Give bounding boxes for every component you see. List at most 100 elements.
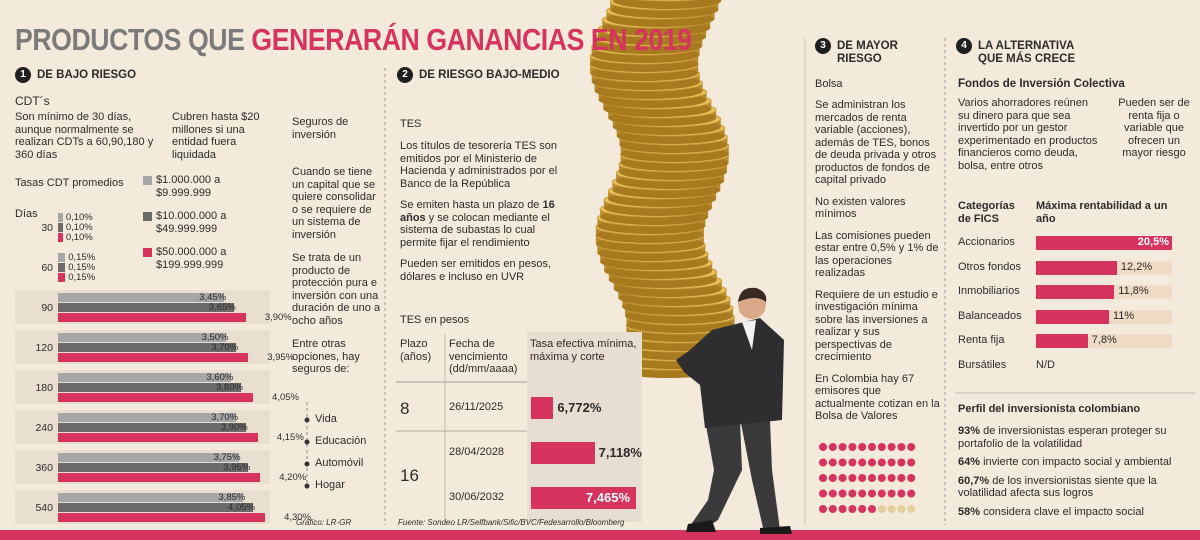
profile-title: Perfil del inversionista colombiano (958, 403, 1141, 415)
table-header: Plazo (años) (400, 338, 432, 363)
product-name: TES (400, 118, 422, 130)
text: invierte con impacto social y ambiental (983, 456, 1172, 468)
value-label: 3,50% (201, 332, 229, 343)
section-number: 4 (956, 38, 972, 54)
category-label: Renta fija (958, 334, 1005, 346)
dot (897, 443, 906, 451)
profile-item: 64% invierte con impacto social y ambien… (958, 456, 1194, 469)
section-number: 3 (815, 38, 831, 54)
bar (58, 333, 227, 342)
bottom-band (0, 530, 1200, 540)
bar (531, 397, 554, 419)
bar (58, 393, 253, 402)
man-hair (738, 287, 767, 302)
title-space (244, 22, 251, 57)
text: y se colocan mediante el sistema de suba… (400, 211, 550, 249)
dot (858, 505, 867, 513)
man-shoes (686, 520, 792, 534)
list-item: Automóvil (315, 457, 364, 469)
bar (1036, 236, 1172, 250)
value-label: 7,8% (1091, 334, 1117, 346)
bar (58, 353, 249, 362)
profile-item: 93% de inversionistas esperan proteger s… (958, 425, 1194, 450)
figure: 58% (958, 505, 981, 518)
category-label: 540 (35, 502, 53, 514)
paragraph: Se emiten hasta un plazo de 16 años y se… (400, 199, 560, 249)
mid-risk-text: Los títulos de tesorería TES son emitido… (400, 140, 560, 292)
bar (58, 253, 66, 262)
bar (58, 223, 63, 232)
figure: 93% (958, 425, 981, 437)
dot (828, 443, 837, 451)
dot (858, 474, 867, 482)
dot (858, 458, 867, 467)
paragraph: Se trata de un producto de protección pu… (292, 252, 381, 327)
dot (858, 489, 867, 498)
value-label: 3,85% (218, 492, 246, 503)
dot (838, 505, 847, 513)
value-label: 7,465% (585, 490, 630, 505)
text: Se emiten hasta un plazo de (400, 199, 543, 211)
value-label: 0,15% (68, 252, 96, 263)
insurance-title: Seguros de inversión (292, 116, 349, 141)
category-label: Inmobiliarios (958, 285, 1020, 297)
section-heading: DE MAYOR RIESGO (837, 40, 898, 65)
paragraph: Los títulos de tesorería TES son emitido… (400, 140, 560, 190)
dot (877, 458, 886, 467)
date: 28/04/2028 (449, 446, 505, 458)
category-label: 360 (35, 462, 53, 474)
legend-label: $50.000.000 a $199.999.999 (156, 246, 227, 271)
paragraph: Pueden ser de renta fija o variable que … (1118, 97, 1190, 159)
high-risk-text: Se administran los mercados de renta var… (815, 99, 940, 432)
category-label: 120 (35, 342, 53, 354)
text: de inversionistas esperan proteger su po… (958, 425, 1167, 450)
figure: 64% (958, 456, 981, 468)
dot (897, 474, 906, 482)
profile-item: 58% considera clave el impacto social (958, 506, 1194, 519)
bar (58, 503, 253, 512)
bar (58, 373, 232, 382)
coin-face (635, 0, 699, 2)
dot (848, 505, 857, 513)
value-label: 0,10% (65, 212, 93, 223)
table-title: TES en pesos (400, 314, 470, 326)
text: Pueden ser emitidos en pesos, dólares e … (400, 258, 552, 283)
dot (907, 458, 916, 467)
term: 16 (400, 466, 419, 485)
category-label: Accionarios (958, 236, 1015, 248)
value-label: 3,95% (267, 352, 295, 363)
text: Los títulos de tesorería TES son emitido… (400, 140, 558, 190)
dot (868, 489, 876, 498)
legend-swatch (143, 248, 152, 257)
product-name: CDT´s (15, 94, 50, 108)
date: 26/11/2025 (449, 401, 504, 413)
axis-title: Días (15, 208, 38, 220)
bar (58, 293, 225, 302)
profile-list: 93% de inversionistas esperan proteger s… (958, 425, 1194, 524)
coin-edge (613, 0, 722, 9)
bar (58, 263, 66, 272)
bar (58, 313, 246, 322)
dot (819, 474, 827, 482)
bar (58, 463, 249, 472)
dot (868, 505, 876, 513)
value-label: 3,90% (220, 422, 248, 433)
category-label: Otros fondos (958, 260, 1021, 273)
category-label: Bursátiles (958, 358, 1007, 371)
dot (907, 489, 916, 498)
paragraph: Cubren hasta $20 millones si una entidad… (172, 111, 260, 161)
source: Fuente: Sondeo LR/Selfbank/Sific/BVC/Fed… (398, 518, 625, 527)
dot (848, 489, 857, 498)
bar (58, 343, 237, 352)
product-name: Bolsa (815, 78, 843, 90)
dot (887, 505, 896, 513)
paragraph: No existen valores mínimos (815, 195, 906, 221)
list-item: Vida (315, 413, 337, 425)
man-shirt (742, 320, 756, 350)
legend-label: $1.000.000 a $9.999.999 (156, 174, 221, 199)
dot (828, 458, 837, 467)
bullet (304, 461, 310, 467)
dot (848, 443, 857, 451)
value-label: 11,8% (1118, 285, 1149, 297)
